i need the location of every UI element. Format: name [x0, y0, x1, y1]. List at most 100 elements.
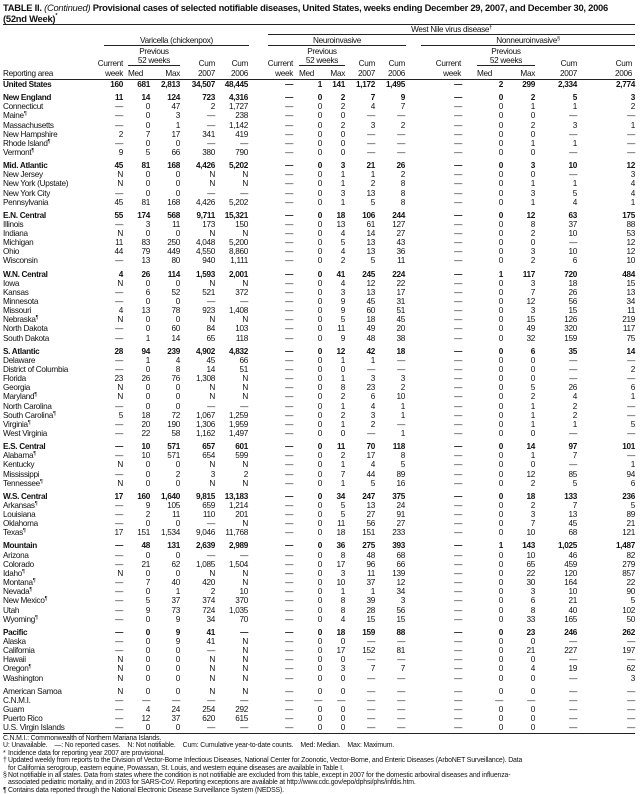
reporting-area: Wisconsin — [3, 256, 38, 266]
reporting-area: Pacific — [3, 627, 28, 637]
neuro-med: 0 — [317, 500, 323, 510]
neuro-cum-2007: 13 — [366, 500, 375, 510]
neuro-max: 41 — [336, 269, 345, 279]
nonneuro-current-week: — — [454, 197, 462, 207]
nonneuro-max: 0 — [530, 364, 536, 374]
nonneuro-cum-2007: 5 — [572, 188, 578, 198]
neuro-med: — — [314, 695, 322, 705]
neuro-max: 13 — [336, 219, 345, 229]
nonneuro-med: 0 — [498, 627, 504, 637]
nonneuro-cum-2007: 1 — [572, 419, 578, 429]
varicella-current-week: — — [115, 120, 123, 130]
nonneuro-cum-2006: 1 — [630, 197, 636, 207]
reporting-area: North Dakota — [3, 324, 48, 334]
neuro-current-week: — — [285, 278, 293, 288]
varicella-max: 37 — [171, 714, 180, 724]
varicella-med: 0 — [145, 587, 151, 597]
neuro-cum-2007: 1 — [370, 587, 376, 597]
reporting-area: American Samoa — [3, 686, 62, 696]
nonneuro-current-week: — — [454, 587, 462, 597]
nonneuro-current-week: — — [454, 410, 462, 420]
neuro-med: 0 — [317, 392, 323, 402]
nonneuro-cum-2006: 1,487 — [616, 541, 635, 551]
varicella-max: 124 — [167, 93, 180, 103]
varicella-max: 571 — [167, 442, 180, 452]
varicella-max: 11 — [172, 510, 180, 520]
varicella-cum-2006: N — [242, 673, 248, 683]
header-previous: Previous — [491, 47, 521, 56]
neuro-cum-2007: — — [367, 138, 375, 148]
neuro-med: 0 — [317, 278, 323, 288]
neuro-med: 0 — [317, 355, 323, 365]
table-row: Alaska — 0 9 41 N — 0 0 — — — 0 0 — — — [3, 637, 635, 646]
neuro-max: 0 — [340, 655, 346, 665]
nonneuro-med: 0 — [498, 306, 504, 316]
table-row: Arizona — 0 0 — — — 0 8 48 68 — 0 10 46 82 — [3, 551, 635, 560]
nonneuro-med: 0 — [498, 129, 504, 139]
neuro-current-week: — — [285, 614, 293, 624]
varicella-med: 0 — [145, 550, 151, 560]
neuro-current-week: — — [285, 695, 293, 705]
varicella-med: 0 — [145, 469, 151, 479]
varicella-cum-2006: 118 — [235, 333, 248, 343]
varicella-current-week: — — [115, 333, 123, 343]
nonneuro-cum-2006: — — [627, 401, 635, 411]
reporting-area: South Dakota — [3, 333, 50, 343]
varicella-cum-2007: 420 — [202, 578, 215, 588]
neuro-max: 1 — [340, 197, 346, 207]
varicella-med: 0 — [145, 478, 151, 488]
nonneuro-max: 18 — [526, 491, 535, 501]
varicella-max: 2,813 — [161, 80, 180, 89]
nonneuro-cum-2006: 12 — [626, 247, 635, 257]
varicella-max: 72 — [171, 410, 180, 420]
table-row: W.N. Central 4 26 114 1,593 2,001 — 0 41 245 224 — 1… — [3, 266, 635, 279]
footnote-marker: ¶ — [22, 528, 26, 535]
table-row: W.S. Central 17 160 1,640 9,815 13,183 — 0 34 247… — [3, 488, 635, 501]
nonneuro-max: 22 — [526, 568, 535, 578]
reporting-area: Pennsylvania — [3, 197, 49, 207]
nonneuro-med: 0 — [498, 478, 504, 488]
nonneuro-max: 33 — [526, 614, 535, 624]
varicella-current-week: — — [115, 510, 123, 520]
nonneuro-cum-2006: 262 — [622, 627, 635, 637]
nonneuro-current-week: — — [454, 102, 462, 112]
table-title: TABLE II. (Continued) Provisional cases … — [3, 2, 639, 24]
neuro-cum-2006: 17 — [396, 287, 405, 297]
neuro-current-week: — — [285, 210, 293, 220]
varicella-cum-2006: 1,504 — [229, 559, 248, 569]
neuro-max: 17 — [336, 646, 345, 656]
varicella-cum-2007: 723 — [202, 93, 215, 103]
neuro-cum-2007: — — [367, 686, 375, 696]
nonneuro-cum-2006: 88 — [626, 219, 635, 229]
nonneuro-cum-2007: 459 — [564, 559, 577, 569]
neuro-cum-2006: 66 — [396, 559, 405, 569]
varicella-current-week: — — [115, 587, 123, 597]
varicella-cum-2006: 103 — [235, 324, 248, 334]
varicella-max: 0 — [175, 170, 181, 180]
table-row: Hawaii N 0 0 N N — 0 0 — — — 0 0 — — — [3, 655, 635, 664]
varicella-max: 73 — [171, 605, 180, 615]
table-body: United States 160 681 2,813 34,507 48,445—1 14… — [3, 80, 635, 732]
neuro-med: 0 — [317, 469, 323, 479]
varicella-cum-2007: 110 — [202, 510, 215, 520]
neuro-cum-2006: — — [397, 364, 405, 374]
table-row: California — 0 0 — N — 0 17 152 81 — 0 21 227 197 — [3, 646, 635, 655]
neuro-max: 2 — [340, 120, 346, 130]
nonneuro-med: 0 — [498, 188, 504, 198]
nonneuro-med: 0 — [498, 510, 504, 520]
varicella-current-week: 5 — [118, 410, 124, 420]
neuro-cum-2006: 233 — [392, 528, 405, 538]
varicella-cum-2007: N — [209, 460, 215, 470]
nonneuro-med: 0 — [498, 278, 504, 288]
neuro-current-week: — — [285, 297, 293, 306]
neuro-current-week: — — [285, 636, 293, 646]
neuro-med: 0 — [317, 410, 323, 420]
varicella-max: 4 — [175, 355, 181, 365]
neuro-current-week: — — [285, 355, 293, 365]
footnote-marker: ¶ — [34, 500, 38, 507]
neuro-med: 0 — [317, 219, 323, 229]
neuro-current-week: — — [285, 429, 293, 439]
varicella-cum-2006: 66 — [239, 355, 248, 365]
varicella-cum-2007: N — [209, 315, 215, 325]
varicella-cum-2007: 9,046 — [196, 528, 215, 538]
